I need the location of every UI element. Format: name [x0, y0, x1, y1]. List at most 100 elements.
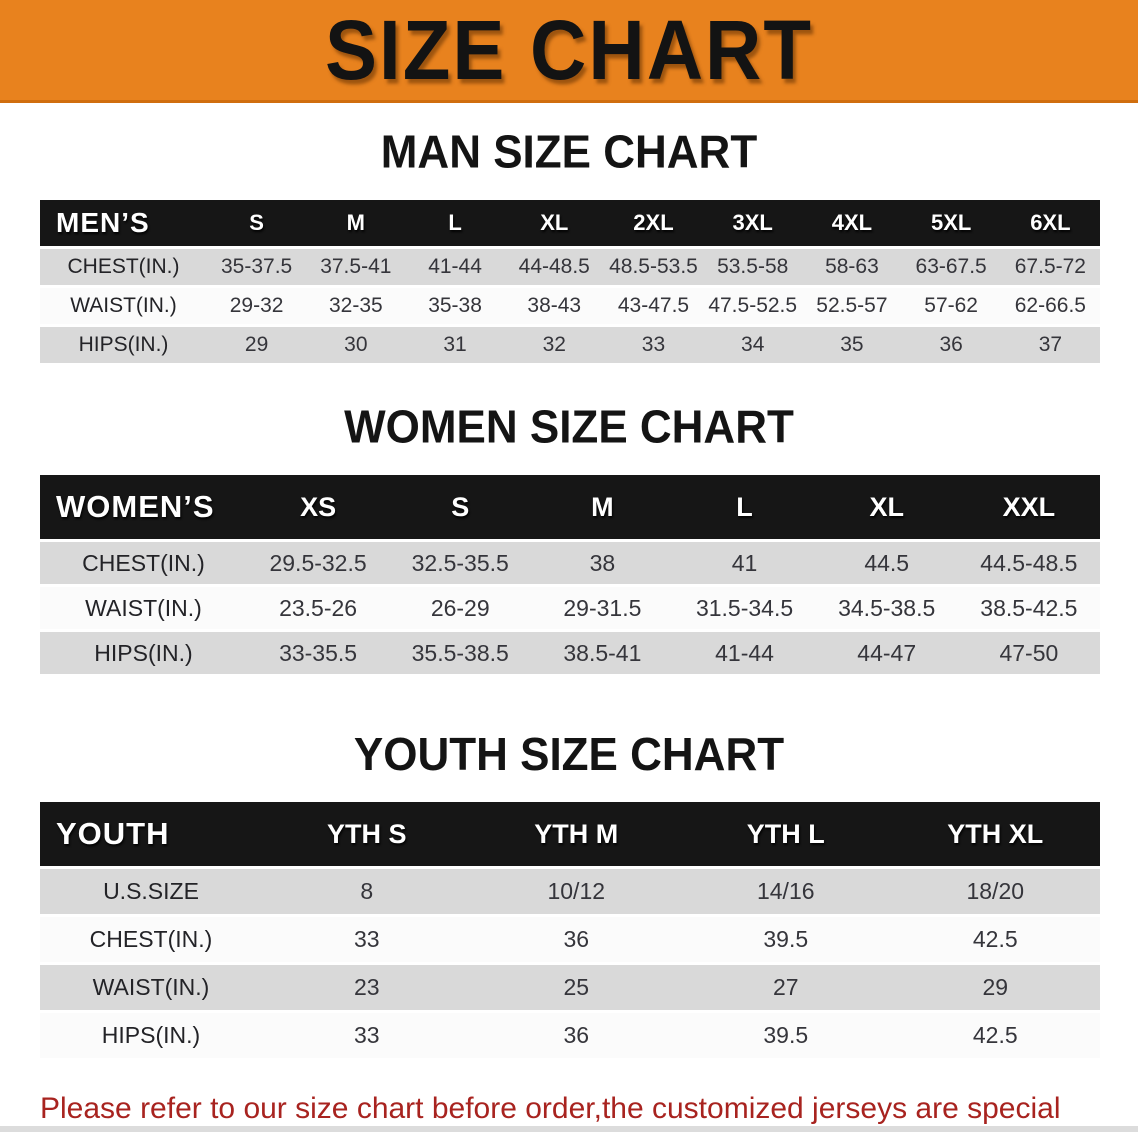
size-column-header: YTH S [262, 802, 472, 866]
size-value: 33 [603, 327, 704, 363]
row-label: CHEST(IN.) [40, 249, 207, 285]
youth-section-heading: YOUTH SIZE CHART [353, 729, 785, 781]
size-value: 57-62 [901, 288, 1001, 324]
size-value: 38.5-41 [531, 632, 674, 674]
men-section-heading: MAN SIZE CHART [380, 126, 758, 178]
women-size-table: WOMEN’S XS S M L XL XXL CHEST(IN.) 29.5-32.5 32.5… [40, 472, 1100, 677]
bottom-strip [0, 1126, 1138, 1132]
size-value: 43-47.5 [603, 288, 704, 324]
size-column-header: YTH L [681, 802, 891, 866]
size-value: 42.5 [890, 917, 1100, 962]
size-value: 29 [890, 965, 1100, 1010]
section-women: WOMEN SIZE CHART WOMEN’S XS S M L XL XXL CHEST(… [0, 366, 1138, 677]
size-value: 33-35.5 [247, 632, 390, 674]
size-column-header: M [306, 200, 406, 246]
size-column-header: XS [247, 475, 390, 539]
size-value: 58-63 [802, 249, 902, 285]
size-value: 32-35 [306, 288, 406, 324]
table-row: WAIST(IN.) 23.5-26 26-29 29-31.5 31.5-34.5 34… [40, 587, 1100, 629]
size-column-header: 2XL [603, 200, 704, 246]
women-section-heading: WOMEN SIZE CHART [344, 401, 794, 454]
row-label: U.S.SIZE [40, 869, 262, 914]
banner: SIZE CHART [0, 0, 1138, 103]
size-value: 30 [306, 327, 406, 363]
size-header-row: MEN’S S M L XL 2XL 3XL 4XL 5XL 6XL [40, 200, 1100, 246]
size-value: 18/20 [890, 869, 1100, 914]
size-value: 47-50 [957, 632, 1100, 674]
size-value: 37.5-41 [306, 249, 406, 285]
row-label: HIPS(IN.) [40, 1013, 262, 1058]
row-label: HIPS(IN.) [40, 632, 247, 674]
size-column-header: 3XL [703, 200, 803, 246]
size-value: 36 [471, 1013, 681, 1058]
row-label: WAIST(IN.) [40, 288, 207, 324]
size-header-row: WOMEN’S XS S M L XL XXL [40, 475, 1100, 539]
size-value: 38-43 [504, 288, 604, 324]
row-label: HIPS(IN.) [40, 327, 207, 363]
size-value: 44-47 [815, 632, 958, 674]
size-column-header: 4XL [802, 200, 902, 246]
size-value: 29-32 [207, 288, 307, 324]
size-column-header: XL [815, 475, 958, 539]
row-label: CHEST(IN.) [40, 917, 262, 962]
table-row: HIPS(IN.) 29 30 31 32 33 34 35 36 37 [40, 327, 1100, 363]
size-column-header: L [673, 475, 816, 539]
size-value: 35.5-38.5 [389, 632, 532, 674]
banner-title: SIZE CHART [325, 1, 813, 97]
size-header-row: YOUTH YTH S YTH M YTH L YTH XL [40, 802, 1100, 866]
section-youth: YOUTH SIZE CHART YOUTH YTH S YTH M YTH L YTH… [0, 677, 1138, 1061]
size-value: 33 [262, 917, 472, 962]
size-value: 38 [531, 542, 674, 584]
size-value: 26-29 [389, 587, 532, 629]
size-value: 23.5-26 [247, 587, 390, 629]
row-label: WAIST(IN.) [40, 587, 247, 629]
size-value: 44-48.5 [504, 249, 604, 285]
size-value: 29-31.5 [531, 587, 674, 629]
table-row: CHEST(IN.) 33 36 39.5 42.5 [40, 917, 1100, 962]
size-value: 39.5 [681, 1013, 891, 1058]
table-row: HIPS(IN.) 33-35.5 35.5-38.5 38.5-41 41-44 44-… [40, 632, 1100, 674]
size-column-header: S [389, 475, 532, 539]
size-value: 35-38 [405, 288, 505, 324]
size-value: 31.5-34.5 [673, 587, 816, 629]
size-value: 41 [673, 542, 816, 584]
size-column-header: L [405, 200, 505, 246]
size-value: 8 [262, 869, 472, 914]
size-value: 32.5-35.5 [389, 542, 532, 584]
size-value: 63-67.5 [901, 249, 1001, 285]
size-column-header: YTH XL [890, 802, 1100, 866]
table-row: U.S.SIZE 8 10/12 14/16 18/20 [40, 869, 1100, 914]
size-value: 14/16 [681, 869, 891, 914]
size-value: 52.5-57 [802, 288, 902, 324]
size-value: 38.5-42.5 [957, 587, 1100, 629]
size-value: 34.5-38.5 [815, 587, 958, 629]
size-value: 41-44 [673, 632, 816, 674]
size-value: 36 [471, 917, 681, 962]
size-value: 32 [504, 327, 604, 363]
size-value: 25 [471, 965, 681, 1010]
size-value: 44.5-48.5 [957, 542, 1100, 584]
table-row: WAIST(IN.) 23 25 27 29 [40, 965, 1100, 1010]
size-value: 10/12 [471, 869, 681, 914]
size-value: 29.5-32.5 [247, 542, 390, 584]
size-value: 31 [405, 327, 505, 363]
size-value: 44.5 [815, 542, 958, 584]
youth-size-table: YOUTH YTH S YTH M YTH L YTH XL U.S.SIZE 8 10/12… [40, 799, 1100, 1061]
row-label: WAIST(IN.) [40, 965, 262, 1010]
size-value: 35-37.5 [207, 249, 307, 285]
size-column-header: M [531, 475, 674, 539]
size-value: 42.5 [890, 1013, 1100, 1058]
size-value: 34 [703, 327, 803, 363]
table-row: CHEST(IN.) 35-37.5 37.5-41 41-44 44-48.5 48.5… [40, 249, 1100, 285]
size-column-header: S [207, 200, 307, 246]
size-value: 29 [207, 327, 307, 363]
men-size-table: MEN’S S M L XL 2XL 3XL 4XL 5XL 6XL CHEST(IN.) 35-37… [40, 197, 1100, 366]
size-value: 37 [1000, 327, 1100, 363]
size-column-header: XXL [957, 475, 1100, 539]
table-row: CHEST(IN.) 29.5-32.5 32.5-35.5 38 41 44.5 44.5… [40, 542, 1100, 584]
table-row: HIPS(IN.) 33 36 39.5 42.5 [40, 1013, 1100, 1058]
footer-notice: Please refer to our size chart before or… [40, 1087, 1108, 1132]
size-value: 62-66.5 [1000, 288, 1100, 324]
table-corner-label: YOUTH [40, 802, 262, 866]
size-value: 48.5-53.5 [603, 249, 704, 285]
